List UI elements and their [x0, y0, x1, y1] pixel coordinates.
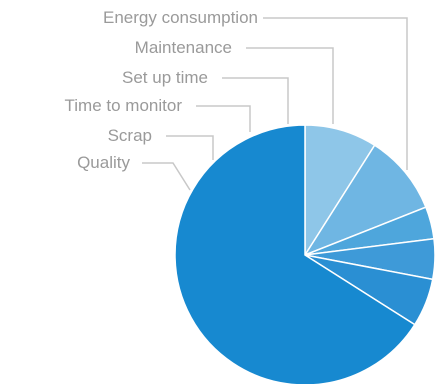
label-scrap: Scrap [108, 126, 152, 145]
label-set-up-time: Set up time [122, 68, 208, 87]
leader-line-energy-consumption [263, 17, 408, 170]
pie-slice-quality [174, 124, 416, 384]
leader-line-time-to-monitor [196, 105, 251, 132]
leader-line-quality [142, 162, 191, 191]
label-energy-consumption: Energy consumption [103, 8, 258, 27]
leader-line-maintenance [246, 47, 334, 124]
category-labels: Energy consumption Maintenance Set up time… [65, 8, 258, 172]
label-quality: Quality [77, 153, 130, 172]
label-time-to-monitor: Time to monitor [65, 96, 183, 115]
pie-slice-maintenance [303, 144, 427, 257]
leader-line-set-up-time [222, 77, 289, 124]
leader-line-scrap [166, 135, 214, 160]
leader-lines [142, 17, 408, 191]
pie-slices [174, 124, 436, 384]
label-maintenance: Maintenance [135, 38, 232, 57]
